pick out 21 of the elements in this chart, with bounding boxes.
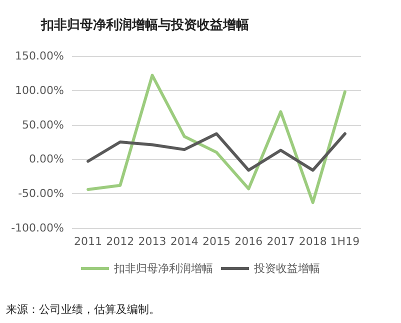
x-tick-label: 2012 [106,235,134,248]
line-series [86,74,346,204]
x-tick-label: 2013 [138,235,166,248]
chart-title: 扣非归母净利润增幅与投资收益增幅 [40,17,249,33]
legend-label: 扣非归母净利润增幅 [113,262,213,275]
x-tick-label: 2017 [266,235,295,248]
x-tick-label: 2015 [202,235,230,248]
x-tick-label: 2018 [298,235,327,248]
line-series [86,132,346,172]
y-tick-label: -50.00% [18,187,64,200]
y-tick-label: -100.00% [11,222,64,234]
legend-label: 投资收益增幅 [253,262,320,275]
y-tick-label: 50.00% [22,118,64,132]
y-tick-label: 0.00% [29,152,64,166]
x-tick-label: 2014 [170,235,198,248]
x-tick-label: 1H19 [330,235,360,248]
source-note: 来源：公司业绩，估算及编制。 [6,303,160,316]
x-tick-label: 2011 [74,235,102,248]
x-tick-label: 2016 [234,235,263,248]
y-tick-label: 100.00% [15,84,64,97]
y-tick-label: 150.00% [15,50,64,62]
